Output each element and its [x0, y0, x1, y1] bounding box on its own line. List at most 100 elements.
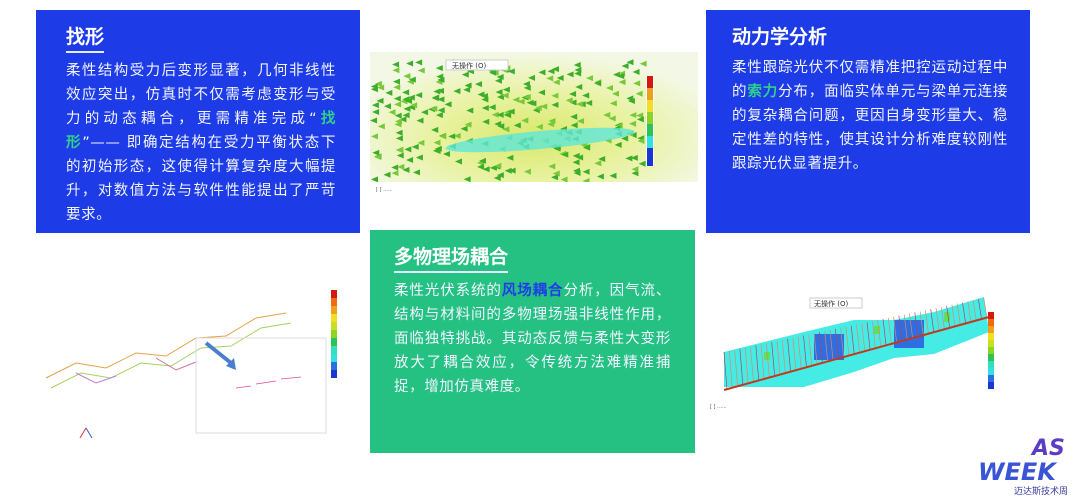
colorbar-segment: [331, 330, 337, 338]
card-text: 柔性结构受力后变形显著，几何非线性效应突出，仿真时不仅需考虑变形与受力的动态耦合…: [66, 59, 336, 227]
card-title: 动力学分析: [732, 26, 828, 48]
wind-arrow: [434, 145, 442, 152]
wind-arrow: [437, 76, 445, 83]
wind-arrow: [464, 121, 472, 128]
card-form-finding: 找形 柔性结构受力后变形显著，几何非线性效应突出，仿真时不仅需考虑变形与受力的动…: [36, 10, 360, 233]
wind-arrow: [431, 95, 439, 102]
wind-arrow: [504, 112, 512, 119]
wind-arrow: [481, 96, 489, 103]
wind-arrow: [632, 68, 640, 75]
operation-dropdown[interactable]: 无操作 (O): [452, 61, 486, 70]
wind-arrow: [392, 67, 400, 74]
wind-arrow: [540, 103, 548, 110]
wind-arrow: [577, 118, 585, 125]
truss-member: [925, 310, 929, 334]
wind-arrow: [417, 67, 425, 74]
wind-field-plot: 无操作 (O) [ ] ......: [370, 52, 698, 194]
text-segment: 分析，因气流、结构与材料间的多物理场强非线性作用，面临独特挑战。其动态反馈与柔性…: [394, 283, 671, 395]
highlight-text: 风场耦合: [501, 283, 564, 299]
wind-arrow: [506, 154, 514, 161]
wind-arrow: [635, 90, 643, 97]
colorbar-segment: [988, 319, 994, 326]
colorbar-segment: [988, 347, 994, 354]
wind-arrow: [435, 112, 443, 119]
truss-member: [983, 298, 988, 317]
wind-arrow: [491, 111, 499, 118]
wind-arrow: [430, 105, 438, 112]
wind-arrow: [517, 98, 525, 105]
truss-member: [834, 328, 839, 359]
wind-arrow: [575, 84, 583, 91]
truss-member: [909, 313, 913, 338]
wind-arrow: [377, 123, 385, 130]
wind-arrow: [508, 167, 516, 174]
svg-text:AS: AS: [1030, 436, 1065, 461]
wind-arrow: [395, 129, 403, 136]
wind-arrow: [396, 152, 404, 159]
wind-arrow: [603, 111, 611, 118]
truss-member: [850, 325, 855, 355]
wind-arrow: [576, 101, 584, 108]
wind-arrow: [576, 154, 584, 161]
operation-dropdown[interactable]: 无操作 (O): [814, 299, 848, 308]
midas-week-logo: AS WEEK 迈达斯技术周: [960, 425, 1080, 499]
wind-arrow: [594, 160, 602, 167]
wind-arrow: [615, 122, 623, 129]
wind-arrow: [528, 74, 536, 81]
wind-arrow: [626, 95, 634, 102]
wind-arrow: [636, 116, 644, 123]
svg-text:[ ] ......: [ ] ......: [710, 404, 727, 410]
truss-member: [967, 301, 972, 322]
wind-arrow: [393, 95, 401, 102]
wind-arrow: [433, 88, 441, 95]
colorbar-segment: [331, 362, 337, 370]
wind-arrow: [629, 112, 637, 119]
wind-arrow: [372, 149, 380, 156]
text-segment: 柔性跟踪光伏不仅需精准把控运动过程中的: [732, 60, 1008, 100]
wind-arrow: [538, 69, 546, 76]
wind-arrow: [433, 139, 441, 146]
truss-member: [755, 345, 760, 382]
wind-arrow: [556, 75, 564, 82]
wind-arrow: [391, 164, 399, 171]
wind-arrow: [475, 81, 483, 88]
wind-arrow: [403, 73, 411, 80]
wind-arrow: [453, 132, 461, 139]
wind-arrow: [374, 80, 382, 87]
truss-member: [872, 321, 876, 349]
wind-arrow: [463, 176, 471, 183]
truss-member: [914, 312, 919, 337]
wind-arrow: [460, 125, 468, 132]
wind-arrow: [404, 146, 412, 153]
wind-arrow: [370, 117, 378, 124]
wind-arrow: [570, 113, 578, 120]
truss-member: [829, 329, 834, 361]
wind-arrow: [523, 94, 531, 101]
wind-arrow: [572, 159, 580, 166]
truss-member: [803, 335, 807, 368]
wind-arrow: [621, 63, 629, 70]
truss-chord: [723, 316, 990, 391]
truss-member: [893, 316, 897, 343]
wind-arrow: [631, 170, 639, 177]
wind-arrow: [502, 126, 510, 133]
wind-arrow: [633, 80, 641, 87]
wind-arrow: [630, 154, 638, 161]
wind-arrow: [442, 150, 450, 157]
wind-arrow: [561, 151, 569, 158]
truss-member: [877, 320, 882, 347]
wind-arrow: [614, 141, 622, 148]
wind-arrow: [494, 162, 502, 169]
wind-arrow: [437, 96, 445, 103]
truss-member: [861, 323, 866, 352]
wind-arrow: [493, 175, 501, 182]
wind-arrow: [482, 118, 490, 125]
colorbar-segment: [331, 290, 337, 298]
svg-text:[ ] ......: [ ] ......: [376, 187, 393, 193]
wind-arrow: [526, 99, 534, 106]
truss-member: [887, 317, 892, 344]
wind-arrow: [560, 176, 568, 183]
truss-member: [824, 331, 829, 362]
wind-arrow: [466, 107, 474, 114]
wind-arrow: [502, 86, 510, 93]
